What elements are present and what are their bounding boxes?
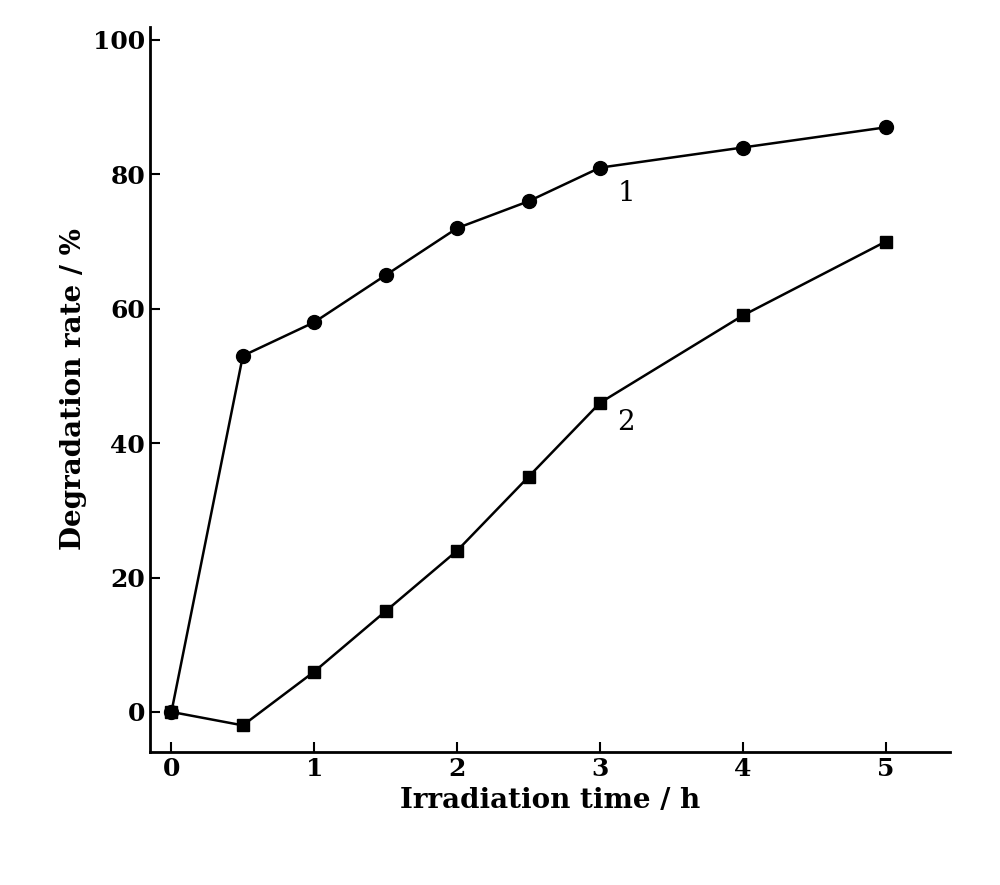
Y-axis label: Degradation rate / %: Degradation rate / % (60, 228, 87, 550)
X-axis label: Irradiation time / h: Irradiation time / h (400, 787, 700, 813)
Text: 2: 2 (617, 409, 635, 435)
Text: 1: 1 (617, 181, 635, 207)
